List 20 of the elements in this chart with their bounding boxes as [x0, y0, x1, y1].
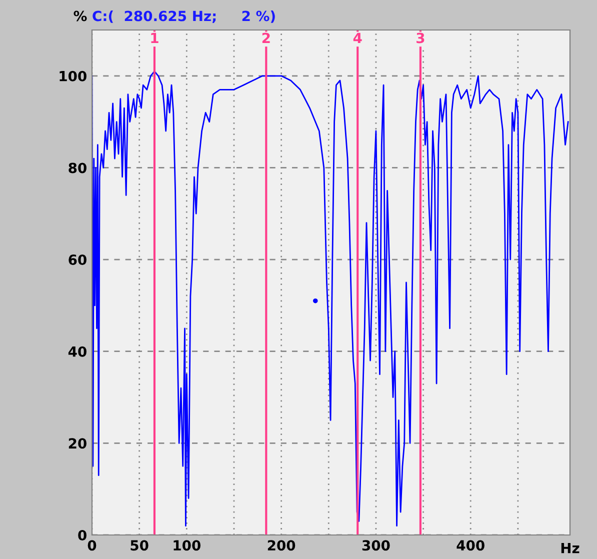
chart-title: C:( 280.625 Hz; 2 %) [92, 10, 275, 24]
x-tick-label: 200 [268, 540, 296, 551]
annotation: 4 [353, 32, 362, 44]
y-tick-label: 0 [78, 530, 86, 540]
x-tick-label: 50 [130, 540, 148, 551]
y-tick-label: 80 [68, 162, 86, 174]
y-tick-label: 100 [60, 70, 86, 82]
annotation: 2 [262, 32, 270, 44]
x-tick-label: 0 [88, 540, 96, 551]
y-tick-label: 40 [68, 346, 86, 357]
y-axis-title: % [74, 10, 87, 22]
annotation: 1 [151, 32, 158, 44]
line-series [92, 70, 569, 527]
x-tick-label: 300 [362, 540, 390, 551]
x-tick-label: 400 [456, 540, 484, 551]
y-tick-label: 60 [68, 254, 86, 266]
annotation: 3 [416, 32, 424, 44]
y-tick-label: 20 [68, 438, 86, 449]
x-axis-title: Hz [561, 543, 580, 554]
x-tick-label: 100 [174, 540, 200, 551]
